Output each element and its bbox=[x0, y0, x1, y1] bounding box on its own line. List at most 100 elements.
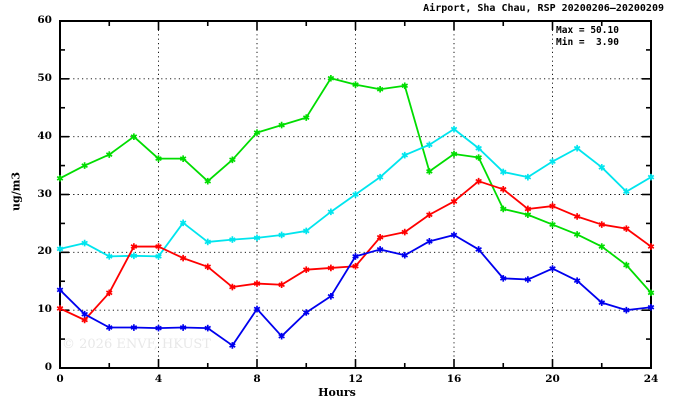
data-point-marker bbox=[179, 254, 187, 262]
data-point-marker bbox=[524, 173, 532, 181]
data-point-marker bbox=[598, 299, 606, 306]
data-point-marker bbox=[450, 150, 458, 158]
data-point-marker bbox=[647, 173, 655, 181]
data-point-marker bbox=[376, 173, 384, 181]
data-point-marker bbox=[204, 238, 212, 246]
data-point-marker bbox=[179, 155, 187, 162]
data-point-marker bbox=[229, 236, 236, 243]
data-point-marker bbox=[130, 133, 138, 140]
data-point-marker bbox=[450, 231, 458, 239]
data-point-marker bbox=[598, 164, 606, 171]
data-point-marker bbox=[179, 219, 187, 227]
data-point-marker bbox=[573, 213, 581, 220]
data-point-marker bbox=[549, 265, 556, 272]
data-point-marker bbox=[105, 253, 113, 260]
data-point-marker bbox=[352, 191, 359, 198]
data-point-marker bbox=[647, 303, 655, 311]
y-tick-label: 10 bbox=[37, 303, 52, 316]
data-point-marker bbox=[352, 81, 359, 88]
data-point-marker bbox=[524, 211, 532, 219]
data-point-marker bbox=[450, 125, 458, 133]
data-point-marker bbox=[524, 205, 532, 213]
data-point-marker bbox=[499, 185, 507, 193]
data-point-marker bbox=[56, 175, 64, 182]
data-point-marker bbox=[376, 233, 384, 241]
data-point-marker bbox=[130, 243, 138, 250]
data-point-marker bbox=[549, 202, 556, 210]
data-point-marker bbox=[105, 151, 113, 158]
y-tick-label: 30 bbox=[37, 187, 52, 200]
data-point-marker bbox=[623, 306, 630, 314]
minmax-annotation-box: Max = 50.10 Min = 3.90 bbox=[556, 25, 619, 49]
data-point-marker bbox=[475, 144, 482, 152]
x-tick-label: 4 bbox=[154, 373, 163, 385]
data-point-marker bbox=[450, 198, 458, 205]
data-point-marker bbox=[56, 305, 64, 312]
data-point-marker bbox=[549, 221, 556, 228]
data-point-marker bbox=[81, 310, 88, 318]
data-point-marker bbox=[327, 208, 335, 216]
series-line-green bbox=[59, 77, 652, 294]
data-point-marker bbox=[105, 324, 113, 331]
data-point-marker bbox=[352, 262, 359, 270]
data-point-marker bbox=[253, 234, 261, 242]
data-point-marker bbox=[426, 238, 433, 245]
data-point-marker bbox=[327, 264, 335, 272]
y-tick-label: 0 bbox=[44, 361, 52, 373]
data-point-marker bbox=[155, 155, 162, 162]
data-point-marker bbox=[499, 205, 507, 213]
y-tick-label: 20 bbox=[37, 245, 52, 258]
data-point-marker bbox=[623, 188, 630, 195]
data-point-marker bbox=[56, 245, 64, 253]
min-value-label: Min = 3.90 bbox=[556, 37, 619, 48]
data-point-marker bbox=[623, 261, 630, 269]
x-tick-label: 12 bbox=[348, 373, 363, 385]
data-point-marker bbox=[647, 243, 655, 250]
x-tick-label: 0 bbox=[56, 373, 64, 385]
x-tick-label: 8 bbox=[253, 373, 261, 385]
data-point-marker bbox=[278, 121, 285, 129]
data-point-marker bbox=[204, 263, 212, 271]
y-tick-label: 50 bbox=[37, 71, 52, 84]
data-point-marker bbox=[204, 324, 212, 332]
data-point-marker bbox=[302, 309, 310, 316]
data-point-marker bbox=[598, 243, 606, 250]
data-point-marker bbox=[549, 158, 556, 165]
data-point-marker bbox=[401, 151, 409, 159]
data-point-marker bbox=[302, 114, 310, 121]
data-point-marker bbox=[524, 276, 532, 283]
data-point-marker bbox=[475, 177, 482, 185]
data-point-marker bbox=[179, 324, 187, 331]
data-point-marker bbox=[81, 239, 88, 247]
data-point-marker bbox=[278, 231, 285, 239]
data-point-marker bbox=[426, 211, 433, 219]
data-point-marker bbox=[105, 289, 113, 297]
data-point-marker bbox=[278, 281, 285, 289]
data-point-marker bbox=[647, 289, 655, 297]
data-point-marker bbox=[475, 154, 482, 161]
data-point-marker bbox=[130, 252, 138, 260]
data-point-marker bbox=[376, 85, 384, 93]
data-point-marker bbox=[401, 82, 409, 90]
x-tick-label: 20 bbox=[545, 373, 560, 385]
data-point-marker bbox=[598, 221, 606, 228]
data-point-marker bbox=[401, 251, 409, 259]
y-tick-label: 40 bbox=[37, 129, 52, 142]
data-point-marker bbox=[352, 253, 359, 260]
data-point-marker bbox=[426, 168, 433, 175]
data-point-marker bbox=[401, 228, 409, 236]
data-point-marker bbox=[278, 332, 285, 340]
x-tick-label: 16 bbox=[446, 373, 462, 385]
data-point-marker bbox=[229, 156, 236, 164]
data-point-marker bbox=[253, 280, 261, 287]
data-point-marker bbox=[327, 74, 335, 82]
data-point-marker bbox=[302, 266, 310, 273]
data-point-marker bbox=[229, 342, 236, 349]
chart-title: Airport, Sha Chau, RSP 20200206–20200209 bbox=[423, 3, 664, 14]
data-point-marker bbox=[155, 324, 162, 332]
data-point-marker bbox=[229, 283, 236, 291]
data-point-marker bbox=[573, 144, 581, 152]
data-point-marker bbox=[253, 129, 261, 136]
data-point-marker bbox=[426, 141, 433, 149]
